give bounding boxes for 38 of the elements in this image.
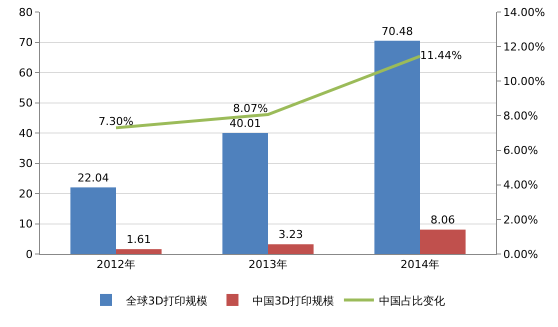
- y-tick-label: 80: [18, 6, 33, 19]
- legend-label: 中国占比变化: [378, 294, 445, 308]
- y2-tick-label: 10.00%: [503, 74, 546, 88]
- bar: [420, 230, 466, 254]
- y2-tick-label: 8.00%: [503, 110, 538, 123]
- legend-label: 中国3D打印规模: [252, 294, 334, 308]
- data-label: 40.01: [229, 116, 261, 130]
- x-tick-label: 2013年: [248, 258, 288, 272]
- y2-tick-label: 4.00%: [503, 178, 538, 192]
- y-tick-label: 0: [26, 248, 33, 261]
- y2-tick-label: 6.00%: [503, 144, 538, 158]
- bar: [222, 132, 268, 254]
- x-tick-label: 2012年: [96, 258, 136, 272]
- bar: [116, 249, 162, 254]
- legend-label: 全球3D打印规模: [126, 294, 208, 308]
- data-label: 7.30%: [98, 115, 134, 128]
- y2-tick-label: 2.00%: [503, 213, 538, 226]
- y2-tick-label: 12.00%: [503, 40, 546, 54]
- x-tick-label: 2014年: [400, 258, 440, 272]
- y-tick-label: 20: [18, 187, 33, 200]
- y-tick-label: 10: [18, 218, 33, 231]
- y-tick-label: 50: [18, 96, 33, 110]
- y-tick-label: 70: [18, 36, 33, 50]
- bar: [268, 244, 314, 254]
- y2-tick-label: 14.00%: [503, 6, 546, 19]
- y-tick-label: 30: [18, 157, 33, 170]
- bar: [374, 40, 420, 254]
- data-label: 11.44%: [420, 49, 462, 62]
- data-label: 3.23: [278, 228, 304, 242]
- y-tick-label: 40: [18, 126, 33, 140]
- data-label: 1.61: [126, 233, 152, 246]
- data-label: 8.06: [430, 214, 456, 227]
- bar: [70, 187, 116, 254]
- data-label: 8.07%: [233, 102, 268, 115]
- y2-tick-label: 0.00%: [503, 248, 538, 261]
- data-label: 22.04: [77, 171, 109, 184]
- data-label: 70.48: [381, 24, 413, 38]
- y-tick-label: 60: [18, 66, 33, 80]
